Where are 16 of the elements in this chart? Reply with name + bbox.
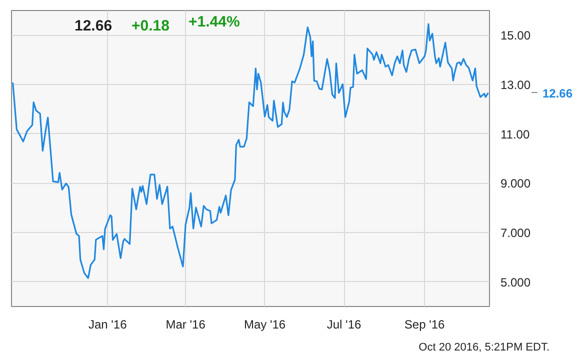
text: 12.66: [542, 86, 573, 100]
y-tick-label: 7.000: [500, 226, 531, 240]
text: Oct 20 2016, 5:21PM EDT.: [418, 342, 550, 354]
y-tick-label: 11.00: [500, 127, 530, 142]
y-tick-label: 13.00: [500, 78, 531, 92]
y-tick-label: 15.00: [500, 28, 531, 43]
x-tick-label: Mar '16: [166, 318, 206, 332]
y-tick-label: 5.000: [500, 275, 531, 290]
annotation: +0.18: [132, 18, 170, 34]
x-tick-label: Sep '16: [404, 318, 446, 332]
annotation: +1.44%: [188, 14, 240, 30]
y-tick-label: 9.000: [500, 176, 531, 191]
x-tick-label: Jul '16: [326, 318, 362, 332]
x-tick-label: May '16: [244, 318, 286, 332]
x-tick-label: Jan '16: [88, 318, 128, 332]
annotation: 12.66: [74, 18, 112, 34]
